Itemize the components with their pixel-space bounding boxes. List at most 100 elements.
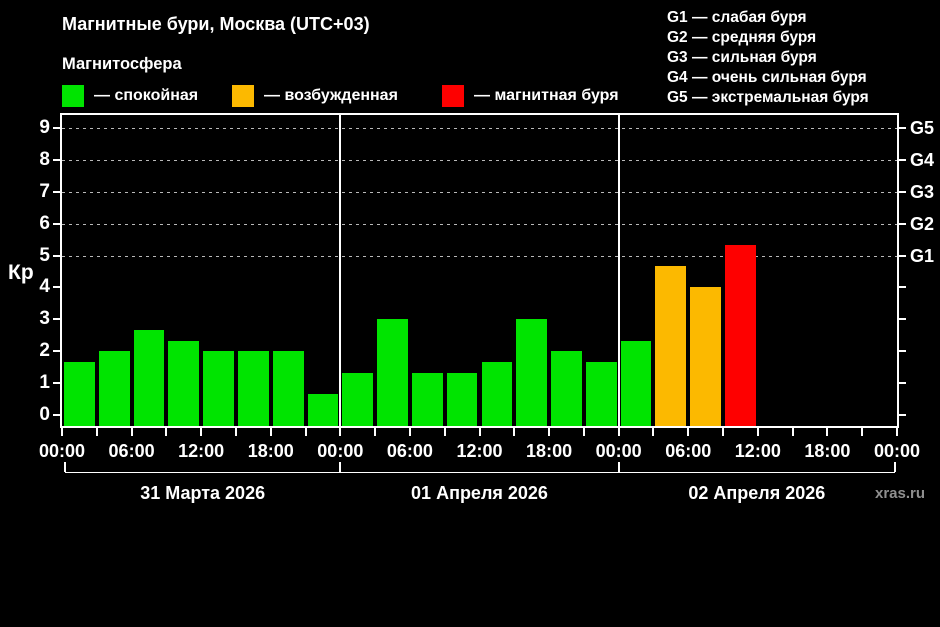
day-separator	[617, 115, 620, 426]
day-axis-line	[65, 472, 895, 473]
x-axis-label: 12:00	[734, 441, 781, 461]
x-axis-label: 06:00	[665, 441, 712, 461]
gridline-kp6	[62, 223, 897, 225]
x-axis-tick	[61, 428, 63, 436]
y-axis-tick	[53, 254, 60, 257]
x-axis-tick	[722, 428, 725, 436]
legend-label: — магнитная буря	[474, 86, 619, 104]
g-level-label-g2: G2	[910, 213, 935, 234]
gridline-kp8	[62, 159, 897, 161]
y-axis-tick-label: 8	[39, 148, 50, 170]
x-axis-tick	[478, 428, 481, 436]
x-axis-label: 18:00	[526, 441, 573, 461]
kp-bar	[133, 329, 165, 426]
day-separator	[339, 115, 342, 426]
y-axis-tick	[53, 222, 60, 225]
x-axis-tick	[95, 428, 98, 436]
g-level-label-g3: G3	[910, 181, 935, 202]
y-axis-tick-label: 0	[39, 404, 50, 425]
kp-bar	[446, 372, 478, 426]
right-axis-tick	[899, 190, 906, 193]
x-axis-tick	[756, 428, 759, 436]
g-scale-legend-line: G5 — экстремальная буря	[667, 89, 869, 106]
legend-item-excited: — возбужденная	[232, 84, 398, 107]
x-axis-tick	[234, 428, 237, 436]
x-axis-label: 18:00	[247, 441, 294, 461]
kp-bar	[342, 372, 374, 426]
kp-bar	[655, 266, 687, 426]
storm-swatch-icon	[442, 84, 464, 107]
x-axis-label: 00:00	[317, 441, 364, 461]
x-axis-tick	[269, 428, 272, 436]
right-axis-tick	[899, 382, 906, 385]
g-level-label-g5: G5	[910, 117, 935, 138]
x-axis-label: 00:00	[595, 441, 642, 461]
kp-bar	[585, 361, 617, 426]
right-axis-tick	[899, 222, 906, 225]
y-axis-tick	[53, 350, 60, 353]
x-axis-label: 12:00	[178, 441, 225, 461]
day-axis-tick	[894, 462, 896, 472]
y-axis-tick-label: 3	[39, 308, 50, 330]
kp-bar	[64, 361, 95, 426]
legend-label: — возбужденная	[264, 86, 398, 104]
day-axis-tick	[617, 462, 620, 472]
y-axis-title: Кр	[8, 261, 34, 284]
x-axis-tick	[896, 428, 898, 436]
x-axis-label: 06:00	[108, 441, 155, 461]
x-axis-tick	[130, 428, 133, 436]
x-axis-tick	[826, 428, 829, 436]
y-axis-tick	[53, 318, 60, 321]
day-label: 31 Марта 2026	[140, 483, 266, 503]
y-axis-tick-label: 4	[39, 276, 50, 298]
excited-swatch-icon	[232, 84, 254, 107]
x-axis-tick	[617, 428, 620, 436]
x-axis-label: 06:00	[386, 441, 433, 461]
right-axis-tick	[899, 414, 906, 416]
x-axis-tick	[339, 428, 342, 436]
g-scale-legend-line: G2 — средняя буря	[667, 29, 817, 46]
x-axis-tick	[200, 428, 203, 436]
y-axis-tick-label: 6	[39, 212, 50, 234]
kp-bar	[516, 319, 548, 426]
legend-item-quiet: — спокойная	[62, 84, 198, 107]
gridline-kp5	[62, 255, 897, 257]
y-axis-tick-label: 5	[39, 244, 50, 266]
y-axis-tick-label: 1	[39, 372, 50, 394]
chart-title: Магнитные бури, Москва (UTC+03)	[62, 14, 370, 34]
plot-area	[60, 113, 899, 428]
x-axis-tick	[652, 428, 655, 436]
legend-item-storm: — магнитная буря	[442, 84, 619, 107]
legend-label: — спокойная	[94, 86, 199, 104]
kp-bar	[690, 287, 722, 426]
x-axis-tick	[165, 428, 168, 436]
kp-bar	[551, 351, 582, 426]
watermark: xras.ru	[875, 485, 926, 502]
y-axis-tick	[53, 126, 60, 129]
x-axis-tick	[861, 428, 864, 436]
day-label: 02 Апреля 2026	[688, 483, 826, 503]
x-axis-tick	[304, 428, 307, 436]
kp-bar	[168, 340, 200, 426]
kp-bar	[307, 393, 339, 426]
quiet-swatch-icon	[62, 84, 84, 107]
y-axis-tick	[53, 158, 60, 161]
x-axis-label: 18:00	[804, 441, 851, 461]
y-axis-tick-label: 9	[39, 116, 50, 138]
right-axis-tick	[899, 126, 906, 129]
y-axis-tick-label: 7	[39, 180, 50, 202]
g-level-label-g4: G4	[910, 149, 935, 170]
day-axis-tick	[64, 462, 66, 472]
y-axis-tick	[53, 382, 60, 385]
g-level-label-g1: G1	[910, 245, 935, 266]
y-axis-tick	[53, 190, 60, 193]
kp-bar	[203, 351, 234, 426]
gridline-kp9	[62, 127, 897, 129]
x-axis-label: 00:00	[38, 441, 86, 461]
kp-bar	[620, 340, 652, 426]
y-axis-tick	[53, 414, 60, 416]
kp-bar	[725, 244, 756, 426]
right-axis-tick	[899, 350, 906, 353]
x-axis-tick	[687, 428, 690, 436]
